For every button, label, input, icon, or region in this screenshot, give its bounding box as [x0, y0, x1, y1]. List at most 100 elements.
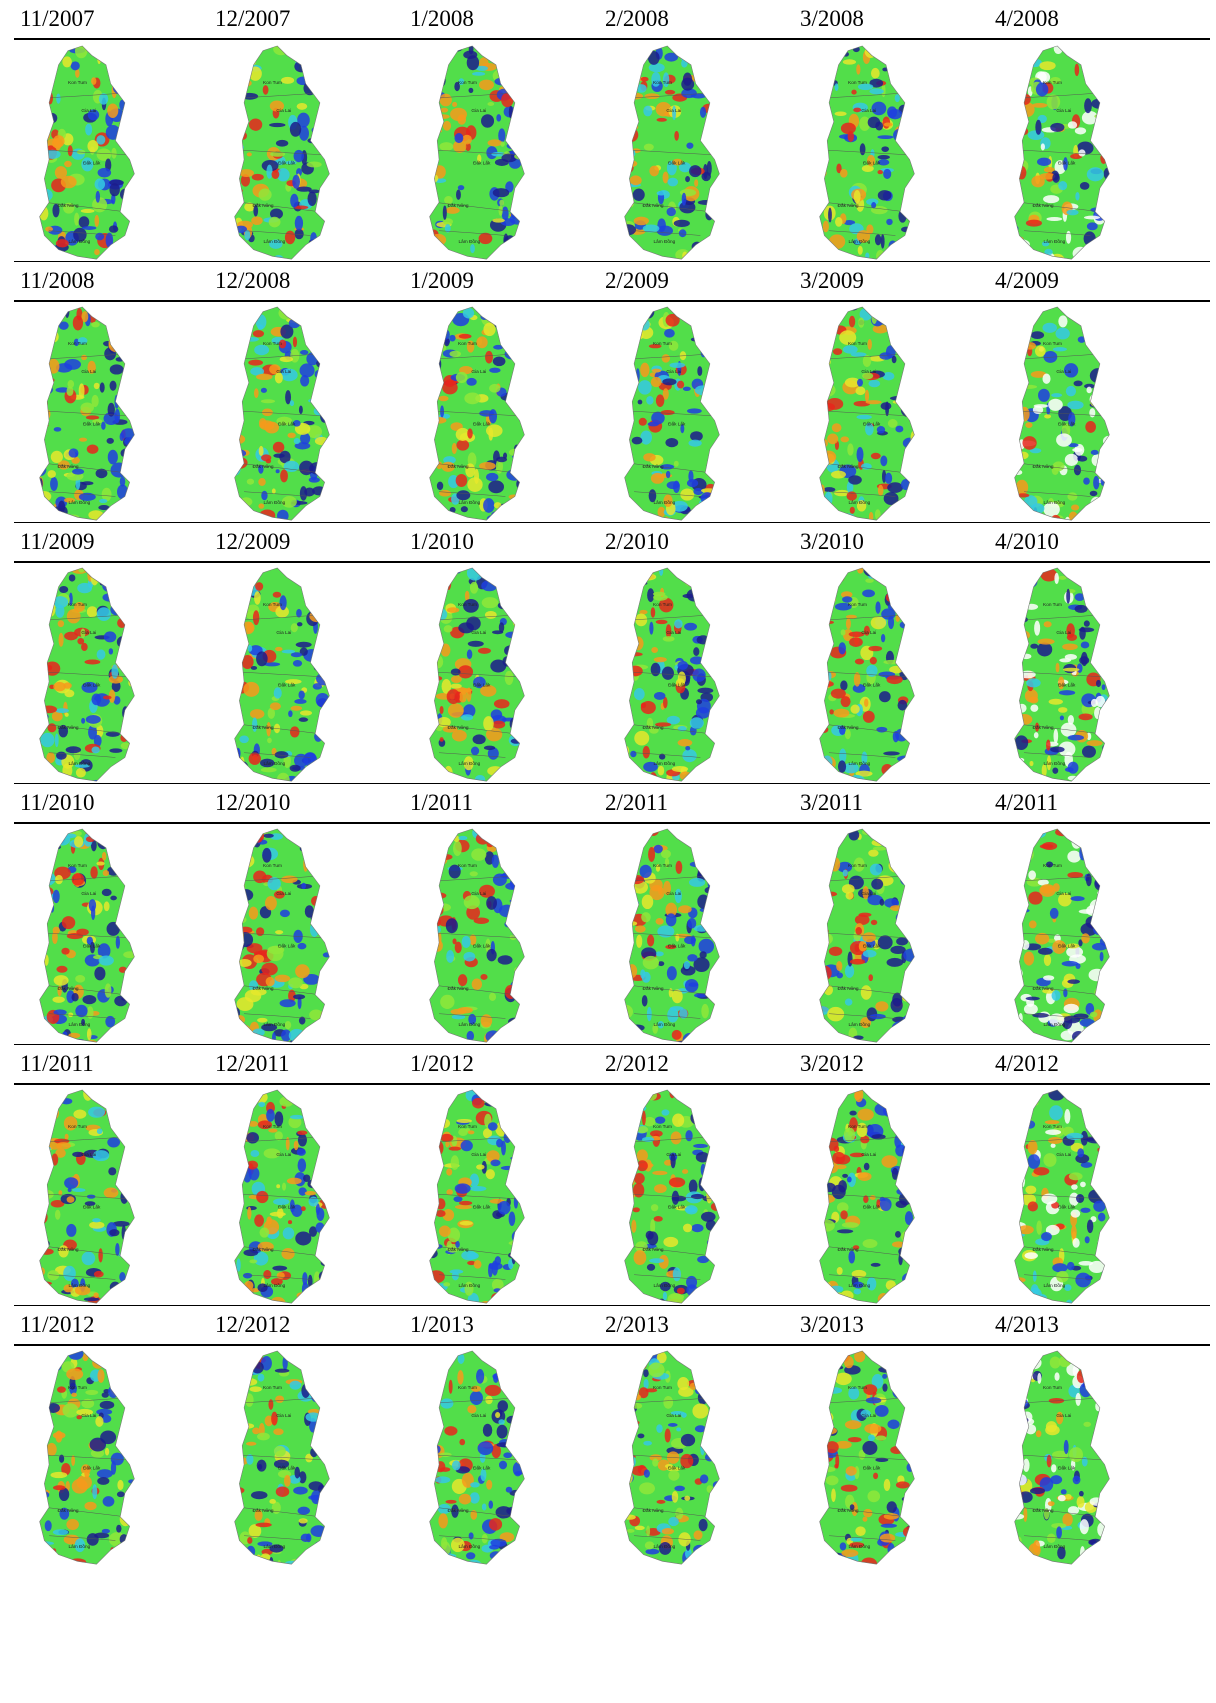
blob — [261, 767, 277, 772]
province-label: Lâm Đồng — [654, 239, 676, 245]
blob — [505, 883, 519, 890]
blob — [818, 1219, 835, 1231]
blob — [39, 1426, 43, 1432]
province-label: Lâm Đồng — [459, 761, 481, 767]
province-label: Lâm Đồng — [1044, 1022, 1066, 1028]
blob — [1095, 1385, 1102, 1389]
blob — [823, 1128, 833, 1136]
province-label: Lâm Đồng — [459, 500, 481, 506]
blob — [893, 129, 907, 142]
blob — [499, 200, 504, 206]
blob — [263, 834, 274, 838]
blob — [1075, 64, 1080, 76]
blob — [443, 121, 451, 131]
blob — [1022, 1412, 1033, 1423]
blob — [905, 1370, 911, 1383]
blob — [1020, 1091, 1025, 1096]
blob — [264, 422, 279, 434]
blob — [840, 1542, 847, 1550]
blob — [100, 382, 105, 392]
blob — [478, 648, 491, 654]
blob — [519, 1557, 525, 1567]
blob — [511, 738, 522, 743]
blob — [868, 850, 878, 857]
blob — [266, 1217, 272, 1225]
blob — [904, 844, 920, 852]
blob — [493, 356, 506, 366]
blob — [678, 739, 693, 746]
blob — [115, 252, 126, 260]
blob — [698, 1026, 711, 1034]
blob — [491, 511, 500, 518]
blob — [440, 1467, 451, 1472]
blob — [1020, 385, 1037, 389]
blob — [323, 952, 331, 957]
blob — [319, 726, 326, 736]
blob — [289, 319, 301, 329]
blob — [881, 1524, 897, 1528]
blob — [233, 603, 245, 609]
blob — [506, 833, 513, 837]
blob — [130, 1296, 135, 1302]
blob — [469, 88, 474, 93]
map-fill — [33, 44, 138, 262]
blob — [631, 1220, 636, 1233]
blob — [1059, 690, 1075, 695]
blob — [1103, 181, 1116, 193]
province-label: Kon Tum — [263, 863, 282, 869]
blob — [824, 1552, 841, 1558]
blob — [815, 1113, 828, 1124]
blob — [294, 699, 306, 704]
blob — [247, 152, 252, 156]
blob — [479, 80, 494, 91]
blob — [489, 368, 500, 373]
blob — [443, 1282, 450, 1286]
blob — [1068, 121, 1077, 128]
blob — [878, 1293, 890, 1306]
blob — [256, 1191, 268, 1203]
blob — [1038, 639, 1055, 645]
blob — [100, 580, 104, 586]
province-label: Lâm Đồng — [849, 1022, 871, 1028]
blob — [482, 44, 494, 54]
province-label: Kon Tum — [1043, 1124, 1062, 1130]
blob — [823, 571, 834, 586]
blob — [452, 102, 457, 107]
province-label: Kon Tum — [68, 1385, 87, 1391]
blob — [1101, 366, 1105, 373]
blob — [903, 843, 908, 852]
blob — [667, 207, 676, 216]
blob — [898, 1023, 903, 1030]
blob — [47, 470, 56, 478]
blob — [1071, 896, 1085, 901]
blob — [39, 775, 52, 781]
blob — [1039, 884, 1055, 897]
blob — [652, 1171, 667, 1175]
blob — [120, 188, 132, 200]
blob — [827, 1387, 842, 1394]
province-label: Lâm Đồng — [459, 1283, 481, 1289]
blob — [496, 1442, 512, 1447]
blob — [1033, 1270, 1037, 1281]
blob — [644, 144, 654, 151]
blob — [241, 622, 254, 635]
blob — [43, 334, 50, 338]
province-label: Kon Tum — [1043, 863, 1062, 869]
blob — [40, 733, 54, 748]
blob — [903, 1120, 916, 1132]
blob — [59, 633, 64, 647]
blob — [456, 490, 470, 500]
blob — [858, 246, 863, 255]
blob — [261, 388, 267, 393]
blob — [900, 405, 916, 409]
blob — [1067, 1262, 1075, 1271]
blob — [637, 1433, 644, 1438]
month-label: 1/2009 — [410, 268, 474, 294]
blob — [902, 1362, 911, 1367]
blob — [425, 1291, 436, 1306]
blob — [118, 56, 127, 62]
blob — [818, 966, 831, 980]
blob — [509, 449, 522, 456]
map-fill — [35, 1349, 141, 1567]
blob — [467, 1405, 476, 1413]
